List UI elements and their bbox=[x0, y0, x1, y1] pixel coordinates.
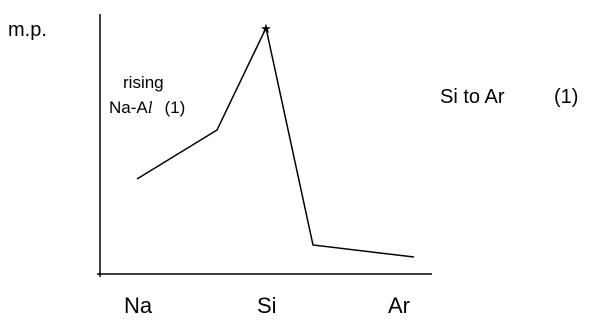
rising-mark: (1) bbox=[164, 98, 185, 117]
falling-label: Si to Ar bbox=[440, 86, 505, 108]
rising-range-prefix: Na-A bbox=[109, 98, 148, 117]
peak-star-icon: ★ bbox=[260, 21, 272, 36]
y-axis-label: m.p. bbox=[8, 19, 47, 41]
rising-range-italic: l bbox=[148, 98, 153, 117]
melting-point-curve bbox=[136, 25, 415, 258]
falling-mark: (1) bbox=[554, 86, 578, 108]
rising-label: rising bbox=[123, 73, 164, 92]
x-tick-si: Si bbox=[257, 293, 277, 318]
rising-range-label: Na-Al (1) bbox=[109, 98, 185, 117]
x-tick-na: Na bbox=[124, 293, 153, 318]
x-tick-ar: Ar bbox=[388, 293, 410, 318]
